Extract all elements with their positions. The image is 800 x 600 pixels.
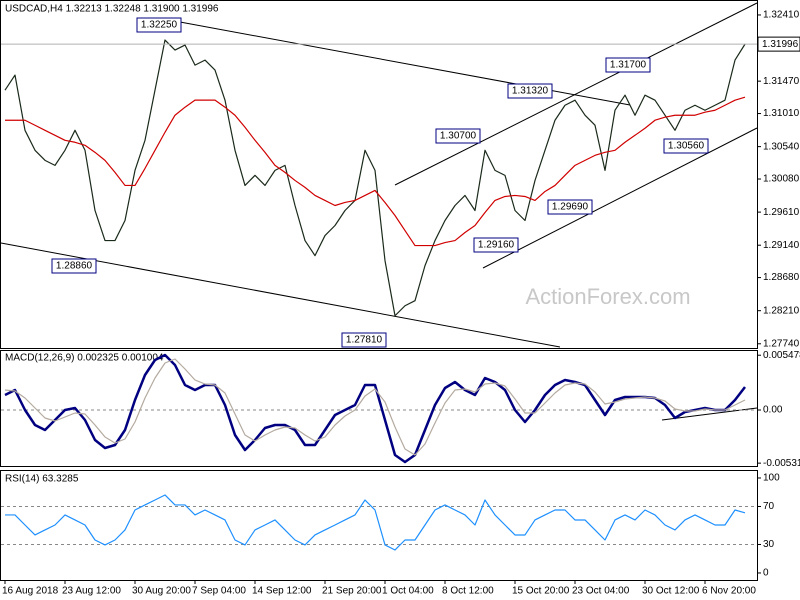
x-tick-label: 6 Nov 20:00 bbox=[702, 586, 756, 597]
y-tick-label: 1.31010 bbox=[763, 108, 800, 119]
x-tick-label: 30 Oct 12:00 bbox=[642, 586, 700, 597]
series-line bbox=[4, 353, 746, 464]
annotation: 1.30700 bbox=[440, 131, 477, 142]
x-tick-label: 30 Aug 20:00 bbox=[132, 586, 191, 597]
series-line bbox=[5, 96, 746, 247]
annotation: 1.31320 bbox=[512, 86, 549, 97]
y-tick-label: 1.31470 bbox=[763, 76, 800, 87]
price-panel bbox=[0, 0, 758, 349]
x-tick-label: 1 Oct 04:00 bbox=[382, 586, 434, 597]
rsi-panel bbox=[0, 470, 758, 581]
y-tick-label: 100 bbox=[763, 473, 780, 484]
x-tick-label: 16 Aug 2018 bbox=[2, 586, 59, 597]
x-tick-label: 8 Oct 12:00 bbox=[442, 586, 494, 597]
macd-panel bbox=[0, 350, 758, 467]
rsi-title: RSI(14) 63.3285 bbox=[5, 474, 79, 485]
y-tick-label: 0.00 bbox=[763, 405, 783, 416]
y-tick-label: 1.27740 bbox=[763, 338, 800, 349]
annotation-box bbox=[136, 17, 182, 33]
trendline bbox=[482, 127, 758, 269]
annotation: 1.31700 bbox=[610, 60, 647, 71]
annotation: 1.29690 bbox=[552, 202, 589, 213]
trendline bbox=[179, 21, 631, 106]
annotation-box bbox=[507, 83, 553, 99]
annotation: 1.28860 bbox=[56, 261, 93, 272]
annotation-box bbox=[547, 199, 593, 215]
series-line bbox=[4, 39, 746, 317]
y-tick-label: 1.28680 bbox=[763, 272, 800, 283]
y-tick-label: 0 bbox=[763, 568, 769, 579]
series-line bbox=[4, 358, 746, 456]
y-tick-label: 70 bbox=[763, 501, 775, 512]
macd-title: MACD(12,26,9) 0.002325 0.001004 bbox=[5, 353, 164, 364]
x-tick-label: 21 Sep 20:00 bbox=[322, 586, 382, 597]
watermark: ActionForex.com bbox=[525, 284, 690, 309]
x-tick-label: 14 Sep 12:00 bbox=[252, 586, 312, 597]
annotation: 1.30560 bbox=[668, 141, 705, 152]
x-tick-label: 15 Oct 20:00 bbox=[512, 586, 570, 597]
x-tick-label: 7 Sep 04:00 bbox=[192, 586, 246, 597]
y-tick-label: 30 bbox=[763, 539, 775, 550]
x-tick-label: 23 Oct 04:00 bbox=[572, 586, 630, 597]
y-tick-label: 1.29610 bbox=[763, 207, 800, 218]
series-line bbox=[5, 494, 746, 551]
y-tick-label: 0.005478 bbox=[763, 350, 800, 361]
last-price-label: 1.31996 bbox=[762, 39, 799, 50]
annotation-box bbox=[473, 237, 519, 253]
x-tick-label: 23 Aug 12:00 bbox=[62, 586, 121, 597]
annotation-box bbox=[341, 332, 387, 348]
annotation-box bbox=[51, 258, 97, 274]
y-tick-label: -0.005314 bbox=[763, 458, 800, 469]
y-tick-label: 1.28210 bbox=[763, 305, 800, 316]
annotation: 1.32250 bbox=[141, 20, 178, 31]
annotation-box bbox=[435, 128, 481, 144]
chart-title: USDCAD,H4 1.32213 1.32248 1.31900 1.3199… bbox=[5, 4, 219, 15]
annotation-box bbox=[605, 57, 651, 73]
y-tick-label: 1.30080 bbox=[763, 174, 800, 185]
y-tick-label: 1.29140 bbox=[763, 240, 800, 251]
y-tick-label: 1.30540 bbox=[763, 141, 800, 152]
annotation: 1.29160 bbox=[478, 240, 515, 251]
annotation: 1.27810 bbox=[346, 335, 383, 346]
last-price-box bbox=[757, 36, 800, 52]
trendline bbox=[394, 2, 758, 186]
annotation-box bbox=[663, 138, 709, 154]
y-tick-label: 1.32410 bbox=[763, 10, 800, 21]
